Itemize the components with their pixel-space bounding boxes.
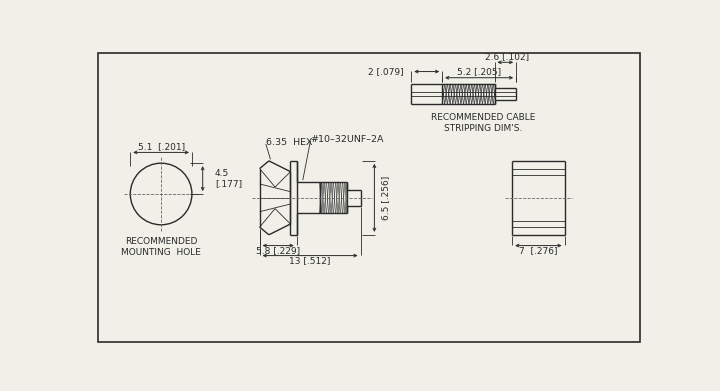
Text: #10–32UNF–2A: #10–32UNF–2A — [310, 135, 384, 144]
Text: 5.2 [.205]: 5.2 [.205] — [457, 67, 501, 76]
Text: 13 [.512]: 13 [.512] — [289, 256, 330, 265]
Text: 7  [.276]: 7 [.276] — [519, 246, 558, 255]
Text: 6.35  HEX: 6.35 HEX — [266, 138, 312, 147]
Text: 2.6 [.102]: 2.6 [.102] — [485, 52, 529, 61]
Text: RECOMMENDED
MOUNTING  HOLE: RECOMMENDED MOUNTING HOLE — [121, 237, 201, 256]
Text: 5.8 [.229]: 5.8 [.229] — [256, 246, 300, 255]
Text: 4.5
[.177]: 4.5 [.177] — [215, 169, 242, 188]
Text: 5.1  [.201]: 5.1 [.201] — [138, 143, 184, 152]
Text: 6.5 [.256]: 6.5 [.256] — [381, 176, 390, 220]
Text: 2 [.079]: 2 [.079] — [368, 67, 404, 76]
Text: RECOMMENDED CABLE
STRIPPING DIM'S.: RECOMMENDED CABLE STRIPPING DIM'S. — [431, 113, 535, 133]
